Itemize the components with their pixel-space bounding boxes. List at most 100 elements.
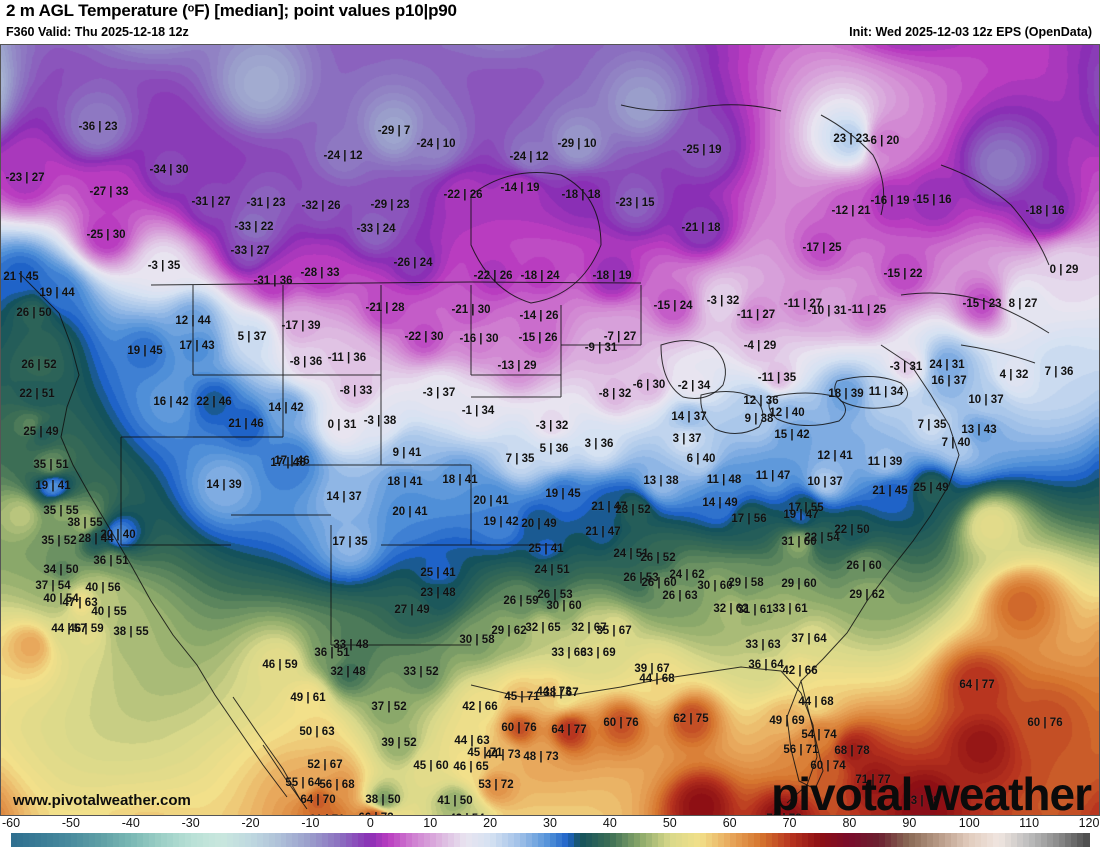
- point-value-label: 7 | 36: [1044, 366, 1074, 378]
- colorbar-tick: 0: [366, 816, 374, 830]
- point-value-label: -8 | 33: [339, 385, 373, 397]
- colorbar-segment: [879, 833, 886, 847]
- colorbar-segment: [196, 833, 204, 847]
- colorbar-segment: [1071, 833, 1078, 847]
- colorbar-segment: [1011, 833, 1018, 847]
- point-value-label: -10 | 31: [807, 305, 847, 317]
- point-value-label: -22 | 26: [443, 189, 483, 201]
- colorbar-tick: -60: [1, 816, 21, 830]
- colorbar-segment: [807, 833, 815, 847]
- colorbar-segment: [118, 833, 126, 847]
- colorbar-tick: 100: [958, 816, 980, 830]
- colorbar-segment: [711, 833, 719, 847]
- point-value-label: 21 | 47: [591, 501, 627, 513]
- map-boundary: [192, 285, 283, 376]
- point-value-label: 39 | 67: [634, 663, 670, 675]
- map-boundary: [900, 292, 1050, 334]
- point-value-label: -18 | 19: [592, 270, 632, 282]
- point-value-label: 26 | 50: [16, 307, 52, 319]
- point-value-label: -6 | 20: [866, 135, 900, 147]
- point-value-label: 13 | 38: [643, 475, 679, 487]
- colorbar-segment: [316, 833, 323, 847]
- point-value-label: -22 | 30: [404, 331, 444, 343]
- colorbar-segment: [442, 833, 449, 847]
- point-value-label: 3 | 37: [672, 433, 702, 445]
- colorbar-segment: [478, 833, 485, 847]
- colorbar-segment: [238, 833, 246, 847]
- point-value-label: 22 | 54: [804, 532, 840, 544]
- colorbar-segment: [352, 833, 359, 847]
- point-value-label: 25 | 49: [913, 482, 949, 494]
- point-value-label: 38 | 55: [67, 517, 103, 529]
- colorbar-segment: [550, 833, 557, 847]
- colorbar-segment: [286, 833, 294, 847]
- point-value-label: 47 | 63: [62, 597, 98, 609]
- colorbar[interactable]: -60 -50 -40 -30 -20 -10 0 10 20 30 40 50 60 70 80 90 100…: [0, 816, 1100, 850]
- point-value-label: 35 | 55: [43, 505, 79, 517]
- point-value-label: 26 | 60: [846, 560, 882, 572]
- point-value-label: 5 | 36: [539, 443, 569, 455]
- colorbar-segment: [424, 833, 431, 847]
- colorbar-segment: [567, 833, 575, 847]
- colorbar-segment: [16, 833, 24, 847]
- colorbar-segment: [502, 833, 509, 847]
- colorbar-segment: [430, 833, 437, 847]
- colorbar-tick: -40: [121, 816, 140, 830]
- colorbar-segment: [693, 833, 701, 847]
- colorbar-segment: [795, 833, 803, 847]
- point-value-label: -13 | 29: [497, 360, 537, 372]
- point-value-label: -8 | 32: [598, 388, 632, 400]
- map-boundary: [330, 525, 471, 646]
- colorbar-segment: [687, 833, 695, 847]
- point-value-label: 44 | 68: [798, 696, 834, 708]
- colorbar-segment: [669, 833, 677, 847]
- colorbar-segment: [831, 833, 839, 847]
- point-value-label: 64 | 77: [551, 724, 587, 736]
- colorbar-segment: [729, 833, 737, 847]
- colorbar-segment: [771, 833, 779, 847]
- colorbar-segment: [82, 833, 90, 847]
- colorbar-segment: [705, 833, 713, 847]
- colorbar-segment: [645, 833, 653, 847]
- map-panel[interactable]: -36 | 23 -23 | 27 -34 | 30 -27 | 33 -31 | 27…: [0, 44, 1100, 816]
- point-value-label: -16 | 19: [870, 195, 910, 207]
- point-value-label: -3 | 37: [422, 387, 456, 399]
- point-value-label: 61 | 71: [309, 814, 344, 815]
- colorbar-segment: [22, 833, 30, 847]
- colorbar-segment: [214, 833, 222, 847]
- colorbar-segment: [699, 833, 707, 847]
- colorbar-tick: 30: [543, 816, 557, 830]
- point-value-label: 21 | 45: [3, 271, 39, 283]
- colorbar-segment: [250, 833, 258, 847]
- point-value-label: 13 | 43: [961, 424, 997, 436]
- point-value-label: 15 | 42: [774, 429, 810, 441]
- point-value-label: 33 | 61: [772, 603, 808, 615]
- colorbar-segment: [106, 833, 114, 847]
- point-value-label: 24 | 31: [929, 359, 965, 371]
- point-value-label: 68 | 78: [834, 745, 870, 757]
- point-value-label: 62 | 75: [673, 713, 709, 725]
- point-value-label: 10 | 37: [968, 394, 1004, 406]
- point-value-label: 31 | 60: [781, 536, 817, 548]
- colorbar-segment: [412, 833, 419, 847]
- point-value-label: 44 | 63: [454, 735, 490, 747]
- colorbar-segment: [448, 833, 455, 847]
- colorbar-tick-labels: -60 -50 -40 -30 -20 -10 0 10 20 30 40 50 60 70 80 90 100…: [0, 816, 1100, 832]
- colorbar-segment: [717, 833, 725, 847]
- colorbar-segment: [460, 833, 467, 847]
- colorbar-segment: [753, 833, 761, 847]
- colorbar-segment: [526, 833, 533, 847]
- point-value-label: 12 | 41: [817, 450, 853, 462]
- point-value-label: -4 | 29: [743, 340, 777, 352]
- point-value-label: -8 | 36: [289, 356, 323, 368]
- point-value-label: 11 | 48: [706, 474, 742, 486]
- point-value-label: 49 | 69: [769, 715, 805, 727]
- colorbar-segment: [94, 833, 102, 847]
- point-value-label: 46 | 65: [453, 761, 489, 773]
- colorbar-segment: [322, 833, 329, 847]
- map-boundary: [18, 272, 288, 798]
- point-value-label: 36 | 51: [93, 555, 129, 567]
- point-value-label: -32 | 26: [301, 200, 341, 212]
- colorbar-segment: [232, 833, 240, 847]
- point-value-label: 38 | 50: [365, 794, 401, 806]
